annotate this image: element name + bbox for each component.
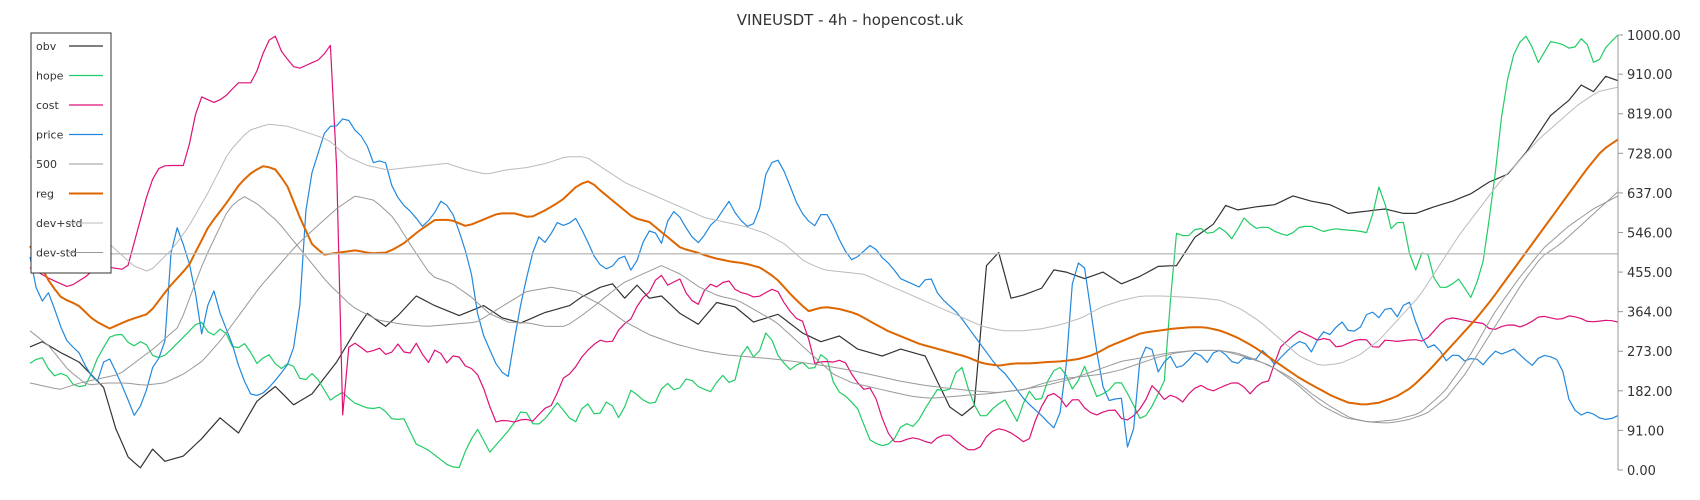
series-line-reg xyxy=(29,138,1619,406)
y-tick-label: 182.00 xyxy=(1627,385,1673,400)
series-layer xyxy=(29,34,1619,469)
series-line-obv xyxy=(29,75,1619,469)
legend-label: 500 xyxy=(36,158,57,171)
legend-label: cost xyxy=(36,99,60,112)
legend-label: reg xyxy=(36,188,54,201)
y-tick-label: 91.00 xyxy=(1627,424,1664,439)
series-line-cost xyxy=(29,35,1619,451)
y-tick-label: 1000.00 xyxy=(1627,29,1681,44)
legend: obv hope cost price 500 reg dev+std dev-std xyxy=(30,32,112,274)
series-line-dev-std xyxy=(29,86,1619,366)
legend-label: dev-std xyxy=(36,247,77,260)
y-axis: 1000.00 910.00 819.00 728.00 637.00 546.00 455… xyxy=(1617,29,1681,479)
y-tick-label: 0.00 xyxy=(1627,464,1656,479)
series-line-hope xyxy=(29,34,1619,469)
legend-label: hope xyxy=(36,70,64,83)
legend-label: price xyxy=(36,129,64,142)
y-tick-label: 546.00 xyxy=(1627,226,1673,241)
y-tick-label: 455.00 xyxy=(1627,266,1673,281)
y-tick-label: 728.00 xyxy=(1627,147,1673,162)
y-tick-label: 819.00 xyxy=(1627,108,1673,123)
y-tick-label: 637.00 xyxy=(1627,187,1673,202)
y-tick-label: 273.00 xyxy=(1627,345,1673,360)
legend-label: obv xyxy=(36,40,57,53)
legend-label: dev+std xyxy=(36,217,83,230)
series-line-dev-std xyxy=(29,191,1619,424)
chart-title: VINEUSDT - 4h - hopencost.uk xyxy=(737,11,964,29)
series-line-price xyxy=(29,118,1619,448)
legend-box xyxy=(30,32,112,274)
y-tick-label: 910.00 xyxy=(1627,68,1673,83)
y-tick-label: 364.00 xyxy=(1627,306,1673,321)
